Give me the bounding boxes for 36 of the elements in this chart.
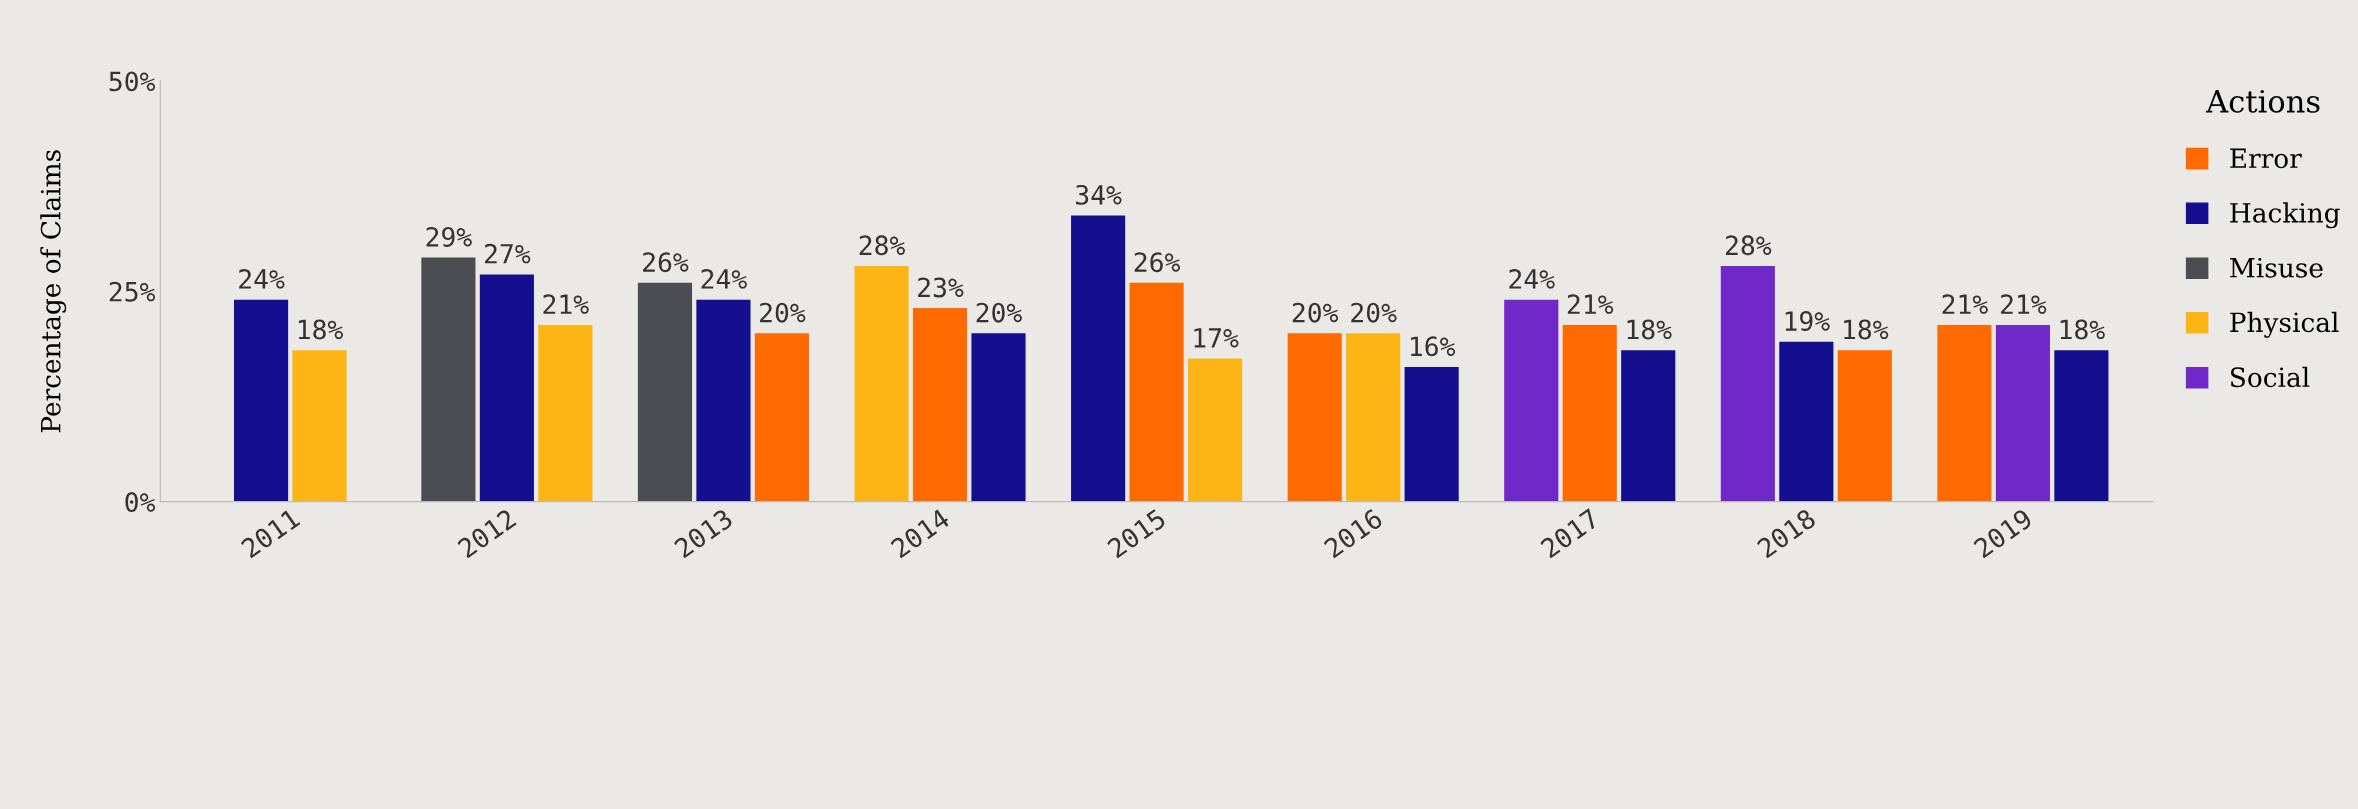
- data-label: 26%: [1134, 252, 1181, 273]
- data-label: 27%: [485, 243, 531, 264]
- data-label: 21%: [1567, 294, 1614, 314]
- data-label: 21%: [1942, 294, 1988, 314]
- data-label: 34%: [1076, 184, 1122, 205]
- data-label: 20%: [1351, 302, 1397, 323]
- data-label: 16%: [1410, 336, 1456, 357]
- data-label: 19%: [1785, 311, 1830, 332]
- legend-label: Social: [2231, 366, 2310, 388]
- data-label: 24%: [701, 269, 747, 289]
- data-label: 26%: [643, 252, 689, 273]
- data-label: 24%: [1509, 269, 1555, 289]
- data-label: 20%: [760, 302, 806, 323]
- y-tick-label: 50%: [109, 71, 156, 92]
- legend-label: Error: [2230, 148, 2302, 169]
- legend-title: Actions: [2205, 89, 2320, 113]
- data-label: 23%: [918, 277, 964, 298]
- legend-label: Hacking: [2230, 202, 2340, 229]
- y-axis-title: Percentage of Claims: [40, 150, 67, 433]
- data-label: 20%: [976, 302, 1022, 323]
- data-label: 28%: [859, 235, 905, 256]
- data-label: 21%: [543, 294, 589, 314]
- data-label: 28%: [1725, 235, 1772, 256]
- data-label: 18%: [1627, 319, 1672, 340]
- data-label: 18%: [2060, 319, 2105, 340]
- data-label: 29%: [426, 226, 472, 247]
- y-tick-label: 25%: [109, 281, 156, 302]
- data-label: 18%: [1844, 319, 1889, 340]
- data-label: 24%: [239, 269, 285, 289]
- legend-label: Misuse: [2230, 257, 2323, 278]
- data-label: 20%: [1292, 302, 1339, 323]
- data-label: 18%: [298, 319, 343, 340]
- legend-label: Physical: [2230, 311, 2339, 338]
- y-tick-label: 0%: [125, 492, 156, 513]
- data-label: 17%: [1194, 328, 1239, 348]
- data-label: 21%: [2001, 294, 2047, 314]
